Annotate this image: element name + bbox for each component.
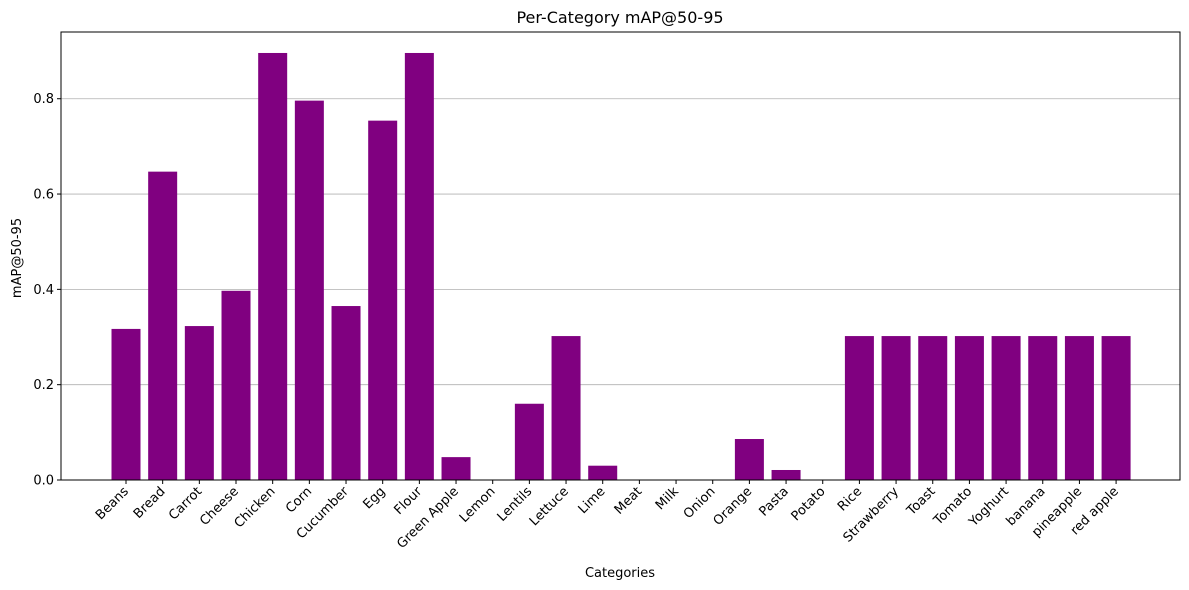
- y-tick-label: 0.0: [33, 474, 54, 489]
- bar: [184, 326, 214, 480]
- bar: [221, 290, 251, 480]
- x-tick-label: Rice: [835, 484, 865, 514]
- bar: [1064, 336, 1094, 480]
- x-tick-label: Corn: [283, 484, 315, 516]
- bar: [514, 403, 544, 480]
- y-tick-label: 0.4: [33, 283, 54, 298]
- bar: [588, 465, 618, 480]
- x-tick-label: Lettuce: [527, 484, 572, 529]
- y-axis-label: mAP@50-95: [10, 218, 25, 298]
- chart-title: Per-Category mAP@50-95: [516, 8, 723, 27]
- x-tick-label: Meat: [612, 484, 645, 517]
- bar: [991, 336, 1021, 480]
- x-tick-label: Yoghurt: [966, 484, 1012, 530]
- bar: [881, 336, 911, 480]
- y-tick-label: 0.8: [33, 92, 54, 107]
- x-tick-label: Beans: [93, 484, 132, 523]
- bar: [771, 469, 801, 480]
- bar: [734, 439, 764, 480]
- x-tick-label: Toast: [904, 484, 939, 519]
- bar: [551, 336, 581, 480]
- x-axis-label: Categories: [585, 566, 655, 581]
- bar: [441, 457, 471, 480]
- x-tick-label: Egg: [360, 484, 388, 512]
- y-tick-label: 0.6: [33, 188, 54, 203]
- x-tick-label: Lime: [576, 484, 609, 517]
- bar: [1101, 336, 1131, 480]
- bars: [111, 52, 1131, 481]
- x-tick-label: Bread: [131, 484, 169, 522]
- bar: [918, 336, 948, 480]
- plot-frame: [60, 31, 1181, 481]
- x-tick-label: Flour: [392, 484, 426, 518]
- y-axis-ticks: 0.0 0.2 0.4 0.6 0.8: [33, 92, 61, 489]
- bar: [111, 328, 141, 480]
- x-tick-label: Chicken: [232, 484, 279, 531]
- x-tick-label: Potato: [789, 484, 829, 524]
- bar: [954, 336, 984, 480]
- bar: [148, 171, 178, 480]
- bar: [294, 100, 324, 480]
- bar: [368, 120, 398, 481]
- bar: [331, 306, 361, 480]
- x-tick-label: Pasta: [756, 484, 791, 519]
- x-tick-label: Milk: [653, 484, 682, 513]
- bar: [844, 336, 874, 480]
- y-tick-label: 0.2: [33, 378, 54, 393]
- bar: [404, 52, 434, 480]
- x-tick-label: Orange: [711, 484, 756, 529]
- x-tick-label: Lemon: [457, 484, 499, 526]
- bar: [1028, 336, 1058, 480]
- bar: [258, 52, 288, 480]
